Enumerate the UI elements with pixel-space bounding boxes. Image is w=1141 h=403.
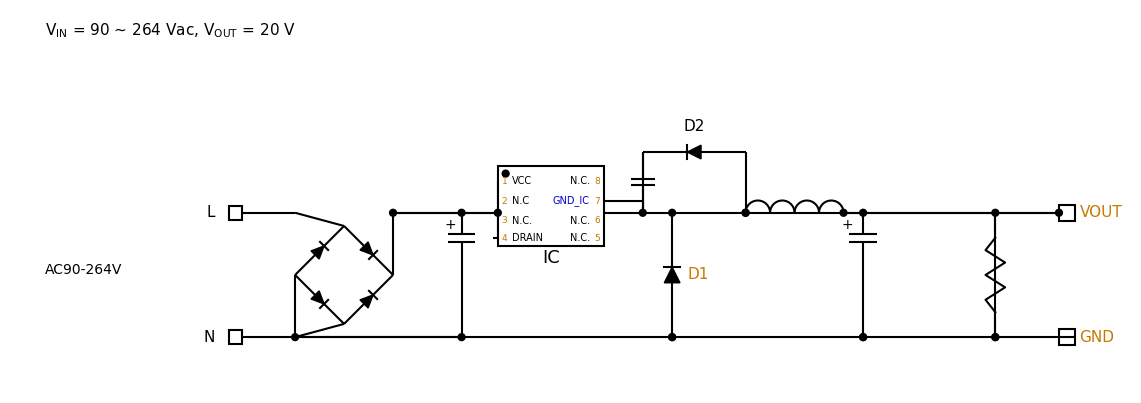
Polygon shape — [664, 267, 680, 283]
Polygon shape — [687, 145, 701, 159]
Circle shape — [502, 170, 509, 177]
Circle shape — [859, 209, 866, 216]
Text: 7: 7 — [594, 197, 600, 206]
Text: N.C.: N.C. — [569, 216, 590, 226]
Text: N.C.: N.C. — [511, 216, 532, 226]
Text: 6: 6 — [594, 216, 600, 225]
Text: +: + — [444, 218, 455, 231]
Bar — [497, 166, 604, 246]
Text: GND_IC: GND_IC — [553, 195, 590, 206]
Circle shape — [669, 209, 675, 216]
Text: N.C: N.C — [511, 196, 528, 206]
Text: VCC: VCC — [511, 177, 532, 187]
Circle shape — [992, 334, 998, 341]
Bar — [1059, 205, 1075, 220]
Circle shape — [840, 209, 847, 216]
Text: N: N — [203, 330, 215, 345]
Text: VOUT: VOUT — [1079, 205, 1123, 220]
Circle shape — [859, 334, 866, 341]
Text: 8: 8 — [594, 177, 600, 186]
Circle shape — [992, 334, 998, 341]
Polygon shape — [361, 295, 373, 308]
Text: D2: D2 — [683, 119, 705, 135]
Text: +: + — [842, 218, 853, 231]
Circle shape — [1055, 209, 1062, 216]
Text: N.C.: N.C. — [569, 233, 590, 243]
Text: DRAIN: DRAIN — [511, 233, 542, 243]
Text: AC90-264V: AC90-264V — [46, 263, 123, 277]
Bar — [228, 206, 242, 220]
Text: D1: D1 — [688, 268, 710, 283]
Bar — [1059, 329, 1075, 345]
Text: 1: 1 — [502, 177, 508, 186]
Circle shape — [669, 334, 675, 341]
Polygon shape — [311, 246, 324, 259]
Circle shape — [859, 334, 866, 341]
Text: IC: IC — [542, 249, 559, 267]
Circle shape — [459, 209, 466, 216]
Polygon shape — [311, 291, 324, 304]
Text: V$_{\mathrm{IN}}$ = 90 ~ 264 Vac, V$_{\mathrm{OUT}}$ = 20 V: V$_{\mathrm{IN}}$ = 90 ~ 264 Vac, V$_{\m… — [46, 22, 297, 40]
Text: 2: 2 — [502, 197, 508, 206]
Circle shape — [669, 334, 675, 341]
Text: L: L — [207, 205, 215, 220]
Circle shape — [639, 209, 646, 216]
Polygon shape — [361, 242, 373, 255]
Circle shape — [459, 334, 466, 341]
Circle shape — [494, 209, 501, 216]
Circle shape — [389, 209, 396, 216]
Text: GND: GND — [1079, 330, 1115, 345]
Bar — [228, 330, 242, 344]
Circle shape — [742, 209, 748, 216]
Text: 5: 5 — [594, 234, 600, 243]
Circle shape — [992, 209, 998, 216]
Circle shape — [742, 209, 748, 216]
Text: 4: 4 — [502, 234, 508, 243]
Text: N.C.: N.C. — [569, 177, 590, 187]
Circle shape — [292, 334, 299, 341]
Text: 3: 3 — [502, 216, 508, 225]
